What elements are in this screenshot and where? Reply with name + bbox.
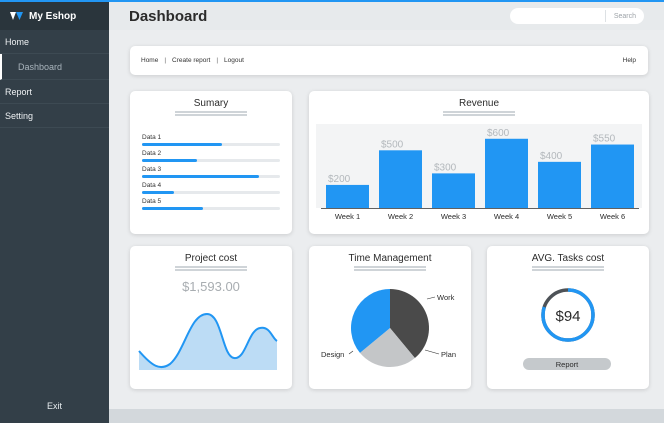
header: Dashboard Search	[109, 0, 664, 30]
revenue-card: Revenue $200 Week 1 $500 Week 2 $300 Week 3 $6…	[309, 91, 649, 234]
summary-progress-fill	[142, 159, 198, 162]
summary-progress-fill	[142, 143, 223, 146]
ring-progress	[541, 288, 595, 342]
summary-data-label: Data 2	[142, 150, 162, 157]
pie-slice	[359, 328, 415, 367]
revenue-tick-label: Week 6	[600, 212, 625, 221]
pie-leader-line	[424, 349, 440, 355]
breadcrumb-separator: |	[216, 57, 219, 64]
placeholder-text	[175, 266, 247, 271]
brand-name: My Eshop	[29, 10, 77, 22]
summary-data-row: Data 3	[142, 166, 280, 178]
breadcrumb-home-link[interactable]: Home	[141, 57, 159, 64]
project-cost-card: Project cost $1,593.00	[130, 246, 292, 389]
summary-progress-fill	[142, 207, 203, 210]
project-cost-title: Project cost	[184, 253, 238, 264]
summary-progress-track	[142, 143, 280, 146]
search-input[interactable]: Search	[510, 8, 644, 24]
summary-data-label: Data 3	[142, 166, 162, 173]
avg-tasks-ring: $94	[541, 288, 595, 342]
sidebar-item-home[interactable]: Home	[0, 30, 109, 54]
wave-line	[138, 312, 278, 369]
chart-background	[316, 124, 642, 208]
sidebar-item-report[interactable]: Report	[0, 80, 109, 104]
logo-icon	[10, 11, 23, 20]
breadcrumb-separator: |	[164, 57, 167, 64]
revenue-bar	[379, 150, 422, 208]
time-management-pie: Work Plan Design	[321, 289, 456, 367]
summary-data-label: Data 1	[142, 134, 162, 141]
avg-tasks-cost-card: AVG. Tasks cost $94 Report	[487, 246, 649, 389]
revenue-tick-label: Week 5	[547, 212, 572, 221]
revenue-tick-label: Week 1	[335, 212, 360, 221]
wave-area	[139, 314, 277, 370]
placeholder-text	[532, 266, 604, 271]
brand[interactable]: My Eshop	[0, 0, 109, 30]
breadcrumb: Home | Create report | Logout Help	[130, 46, 648, 75]
revenue-data-label: $600	[487, 128, 510, 139]
summary-progress-track	[142, 175, 280, 178]
revenue-title: Revenue	[458, 98, 500, 109]
create-report-link[interactable]: Create report	[172, 57, 211, 64]
summary-progress-fill	[142, 191, 174, 194]
revenue-bar	[538, 161, 581, 208]
revenue-tick-label: Week 4	[494, 212, 519, 221]
revenue-data-label: $200	[328, 174, 351, 185]
exit-button[interactable]: Exit	[46, 401, 62, 411]
pie-slice	[351, 289, 390, 353]
revenue-data-label: $400	[540, 151, 563, 162]
summary-data-label: Data 4	[142, 182, 162, 189]
summary-data-row: Data 2	[142, 150, 280, 162]
logout-link[interactable]: Logout	[224, 57, 244, 64]
revenue-data-label: $550	[593, 134, 616, 145]
pie-label: Plan	[441, 350, 456, 359]
pie-leader-line	[348, 350, 354, 355]
pie-slice	[390, 289, 429, 359]
summary-data-row: Data 5	[142, 198, 280, 210]
time-management-card: Time Management Work Plan Design	[309, 246, 471, 389]
revenue-chart: $200 Week 1 $500 Week 2 $300 Week 3 $600 Week 4…	[316, 124, 642, 221]
pie-label: Work	[437, 293, 455, 302]
revenue-bar	[432, 173, 475, 208]
placeholder-text	[175, 111, 247, 116]
summary-progress-track	[142, 207, 280, 210]
revenue-tick-label: Week 2	[388, 212, 413, 221]
pie-leader-line	[426, 296, 436, 300]
summary-data-row: Data 1	[142, 134, 280, 146]
search-button[interactable]: Search	[604, 10, 644, 22]
revenue-data-label: $500	[381, 139, 404, 150]
revenue-bar	[591, 144, 634, 208]
project-cost-wave	[138, 312, 278, 370]
revenue-bar	[326, 184, 369, 208]
summary-progress-track	[142, 159, 280, 162]
help-link[interactable]: Help	[622, 57, 636, 64]
avg-tasks-cost-title: AVG. Tasks cost	[531, 253, 605, 264]
placeholder-text	[354, 266, 426, 271]
sidebar-item-setting[interactable]: Setting	[0, 104, 109, 128]
revenue-data-label: $300	[434, 162, 457, 173]
summary-title: Sumary	[193, 98, 229, 109]
summary-progress-fill	[142, 175, 260, 178]
sidebar-item-dashboard[interactable]: Dashboard	[0, 54, 109, 80]
revenue-bar	[485, 138, 528, 208]
summary-progress-track	[142, 191, 280, 194]
time-management-title: Time Management	[348, 253, 432, 264]
avg-tasks-value: $94	[555, 308, 580, 325]
bottom-bar	[109, 409, 664, 423]
revenue-tick-label: Week 3	[441, 212, 466, 221]
summary-card: Sumary Data 1 Data 2 Data 3 Data 4 Data 5	[130, 91, 292, 234]
report-button[interactable]: Report	[523, 358, 611, 370]
summary-data-label: Data 5	[142, 198, 162, 205]
pie-label: Design	[321, 350, 344, 359]
project-cost-amount: $1,593.00	[182, 278, 240, 294]
page-title: Dashboard	[129, 7, 208, 25]
sidebar: My Eshop Home Dashboard Report Setting E…	[0, 0, 109, 423]
summary-data-row: Data 4	[142, 182, 280, 194]
placeholder-text	[443, 111, 515, 116]
